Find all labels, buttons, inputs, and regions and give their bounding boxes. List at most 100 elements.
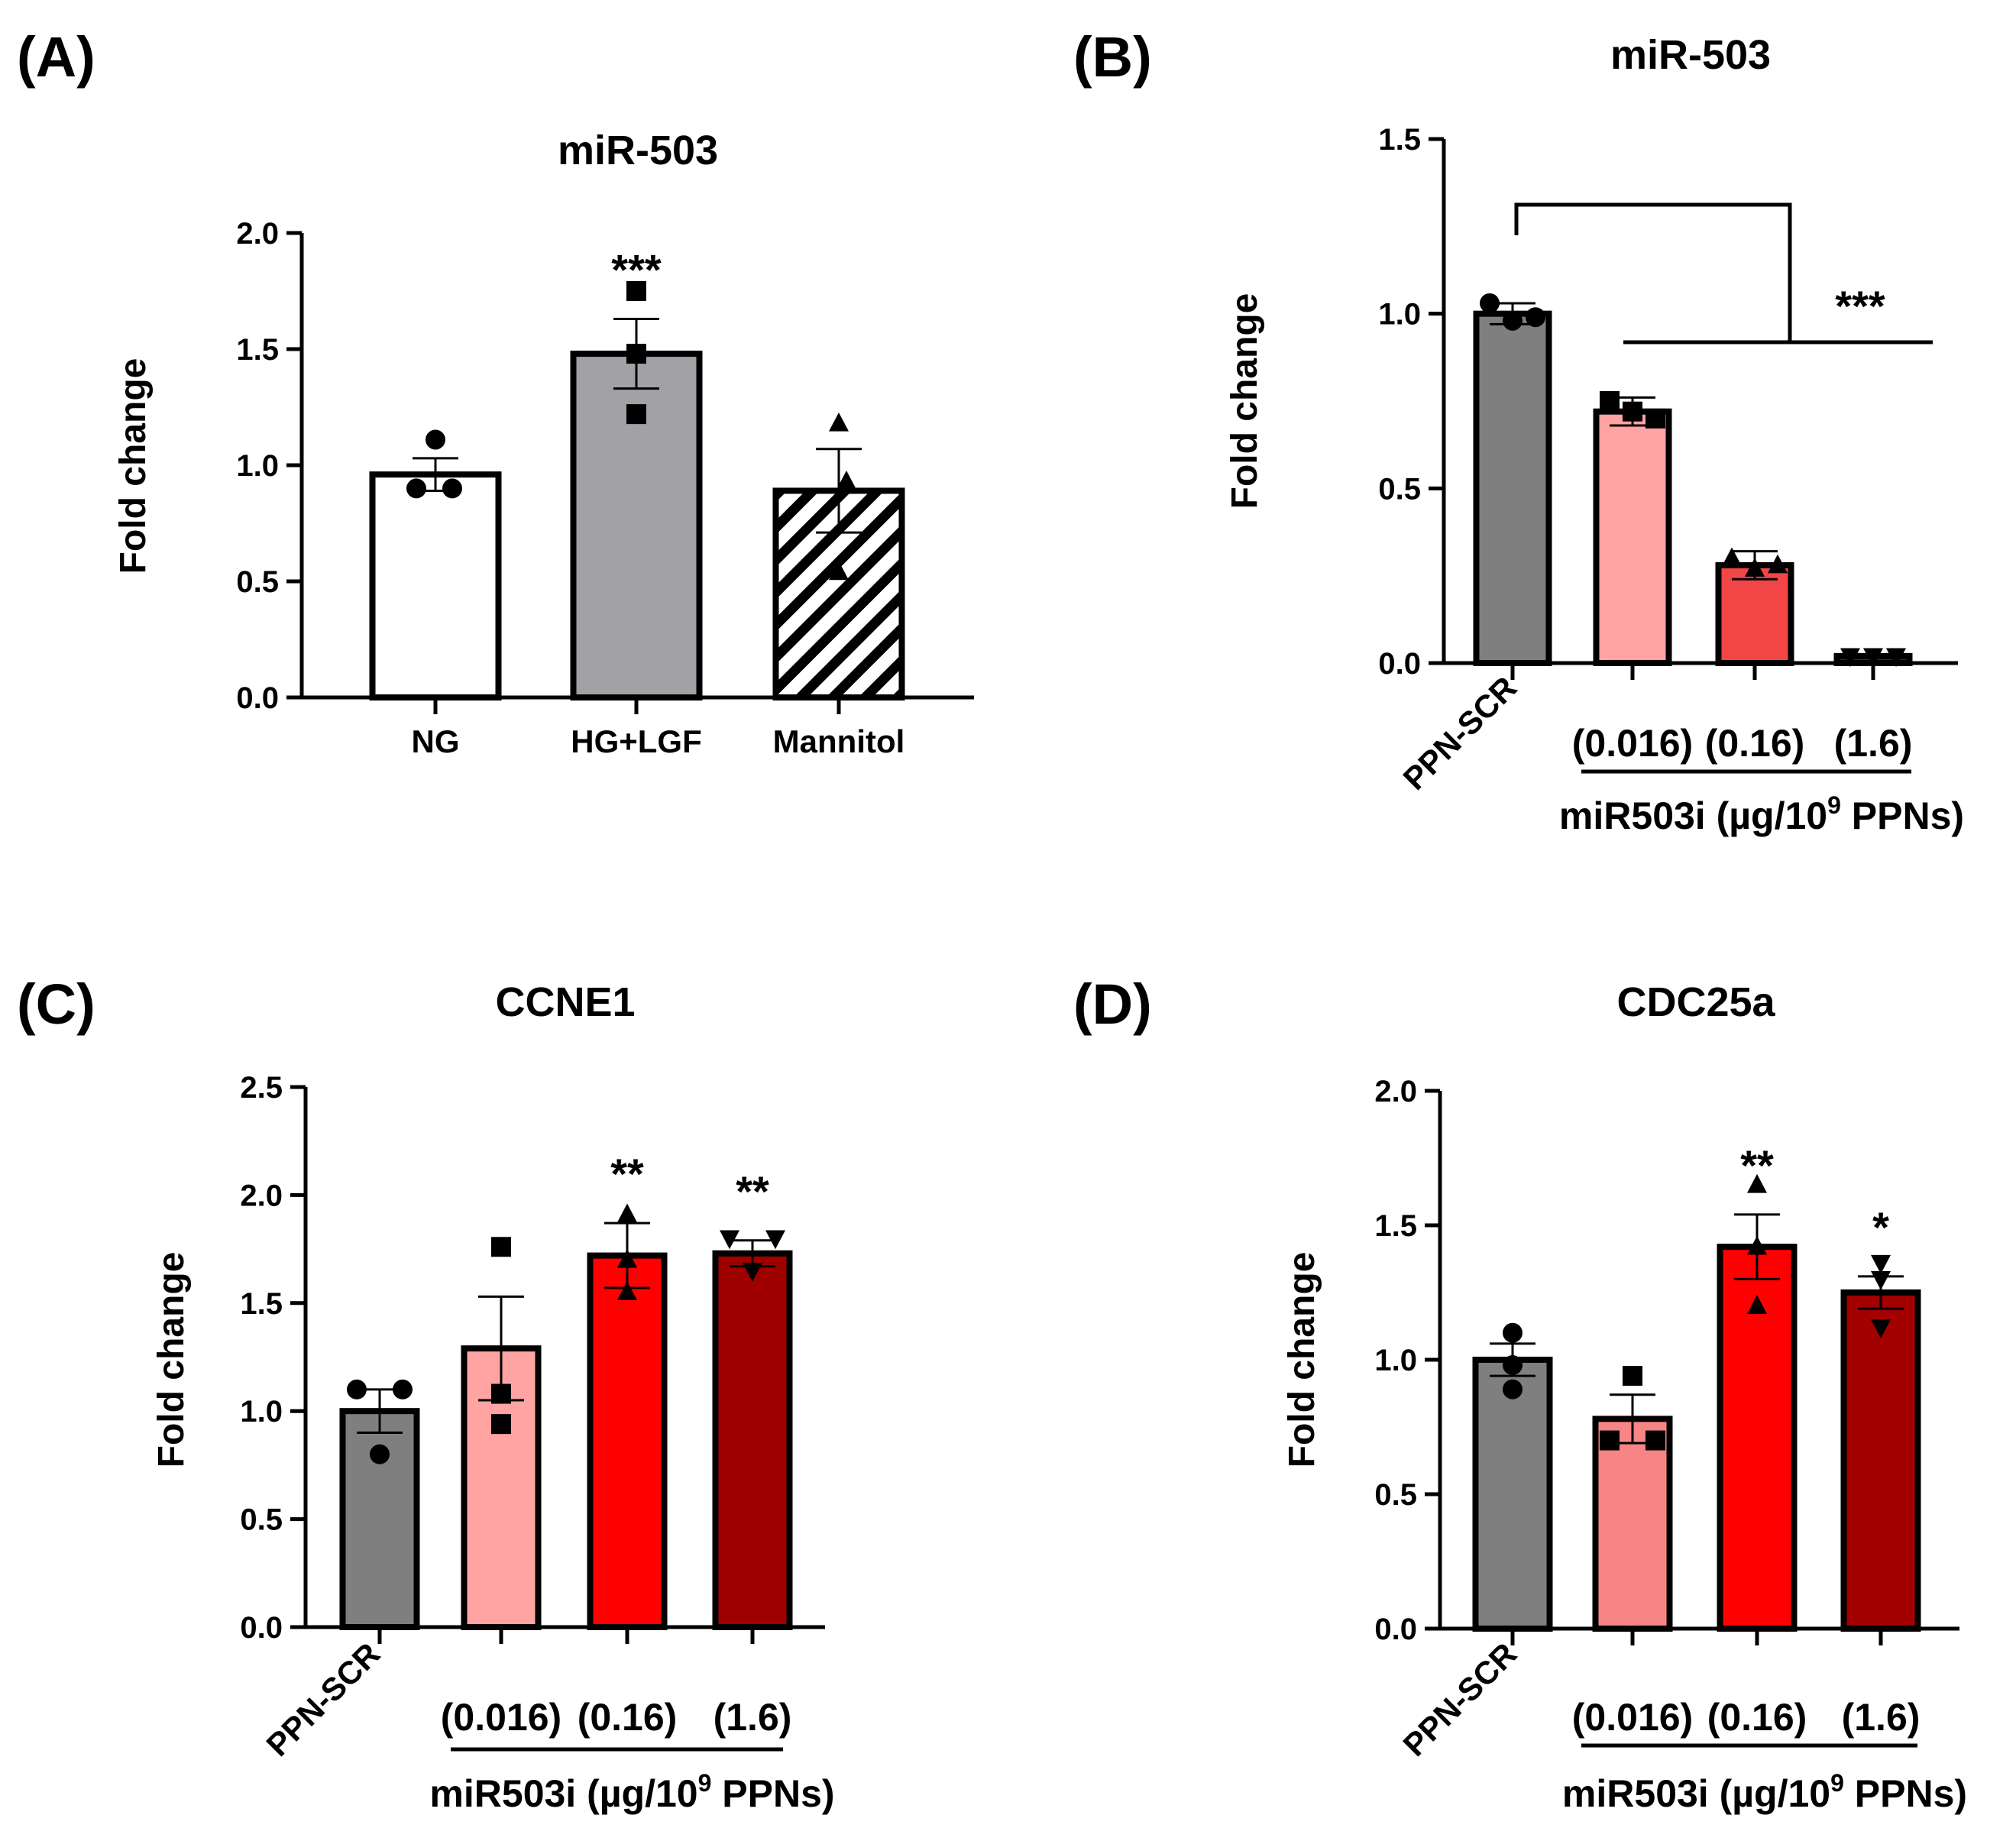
data-point <box>617 1281 637 1301</box>
dose-label: (1.6) <box>714 1696 792 1739</box>
data-point <box>765 1230 785 1250</box>
data-point <box>626 344 646 364</box>
data-point <box>370 1444 390 1464</box>
chart-title: miR-503 <box>1610 32 1771 78</box>
data-point <box>626 281 646 301</box>
data-point <box>442 478 462 499</box>
data-point <box>626 404 646 425</box>
data-point <box>491 1383 511 1404</box>
group-label: miR503i (µg/109 PPNs) <box>1562 1769 1967 1815</box>
data-point <box>1871 1254 1891 1274</box>
x-category-label: PPN-SCR <box>259 1636 387 1763</box>
dose-label: (1.6) <box>1842 1696 1921 1739</box>
y-tick-label: 1.5 <box>1378 123 1421 157</box>
dose-label: (0.016) <box>441 1696 561 1739</box>
data-point <box>1526 307 1545 328</box>
data-point <box>406 478 426 499</box>
data-point <box>1623 401 1642 422</box>
x-category-label: HG+LGF <box>571 723 702 759</box>
data-point <box>1840 648 1860 668</box>
y-axis-label: Fold change <box>113 358 154 574</box>
data-point <box>1645 1430 1665 1451</box>
x-category-label: NG <box>412 723 460 759</box>
dose-label: (1.6) <box>1834 722 1913 765</box>
bar <box>339 1408 420 1630</box>
y-tick-label: 0.5 <box>1378 472 1421 506</box>
data-point <box>1871 1319 1891 1339</box>
dose-label: (0.16) <box>578 1696 678 1739</box>
data-point <box>426 429 445 450</box>
bar <box>1473 310 1552 666</box>
bar <box>1592 1416 1673 1632</box>
x-category-label: Mannitol <box>773 723 905 759</box>
y-tick-label: 2.0 <box>240 1179 283 1212</box>
bar <box>369 471 502 700</box>
data-point <box>1747 1173 1767 1193</box>
y-tick-label: 0.5 <box>236 565 279 599</box>
y-tick-label: 1.0 <box>240 1395 283 1428</box>
data-point <box>1480 293 1500 313</box>
chart-panel-1: (B) miR-503 Fold change 0.0 0.5 1.0 1.5 PPN-SCR… <box>1073 25 1964 837</box>
chart-title: CDC25a <box>1616 979 1775 1025</box>
data-point <box>743 1262 762 1282</box>
data-point <box>1863 648 1883 668</box>
group-label: miR503i (µg/109 PPNs) <box>1559 791 1964 837</box>
bar <box>1840 1289 1921 1632</box>
data-point <box>393 1379 413 1399</box>
data-point <box>1768 554 1788 574</box>
chart-panel-0: (A) miR-503 Fold change 0.0 0.5 1.0 1.5 2.0 *** N… <box>17 25 974 759</box>
dose-label: (0.016) <box>1572 1696 1693 1739</box>
significance-label: ** <box>736 1167 769 1215</box>
dose-label: (0.16) <box>1705 722 1805 765</box>
x-category-label: PPN-SCR <box>1396 1636 1523 1763</box>
panel-label: (A) <box>17 25 95 89</box>
significance-label: * <box>1872 1203 1889 1251</box>
data-point <box>1600 1430 1620 1451</box>
significance-label: *** <box>1835 282 1885 330</box>
data-point <box>1503 1355 1523 1376</box>
y-tick-label: 0.0 <box>1378 647 1421 681</box>
data-point <box>491 1237 511 1257</box>
chart-title: CCNE1 <box>495 979 635 1025</box>
data-point <box>836 470 856 490</box>
y-tick-label: 0.0 <box>240 1611 283 1645</box>
y-tick-label: 2.0 <box>1374 1075 1417 1108</box>
y-axis-label: Fold change <box>151 1252 192 1468</box>
data-point <box>347 1379 367 1399</box>
data-point <box>1871 1271 1891 1290</box>
data-point <box>1623 1366 1642 1386</box>
group-label: miR503i (µg/109 PPNs) <box>429 1769 834 1815</box>
panel-label: (C) <box>17 972 95 1036</box>
data-point <box>1747 1295 1767 1314</box>
significance-bracket <box>1514 202 1792 342</box>
significance-label: ** <box>1740 1141 1774 1189</box>
y-tick-label: 0.5 <box>1374 1478 1417 1512</box>
y-tick-label: 1.0 <box>1378 298 1421 332</box>
data-point <box>491 1414 511 1435</box>
chart-panel-2: (C) CCNE1 Fold change 0.0 0.5 1.0 1.5 2.0 2.5 ** *… <box>17 972 835 1815</box>
panel-label: (D) <box>1073 972 1152 1036</box>
y-tick-label: 1.5 <box>236 333 279 367</box>
y-tick-label: 0.0 <box>236 681 279 715</box>
y-axis-label: Fold change <box>1225 293 1265 510</box>
data-point <box>617 1203 637 1223</box>
data-point <box>1503 1322 1523 1343</box>
y-tick-label: 1.5 <box>240 1287 283 1321</box>
y-axis-label: Fold change <box>1282 1252 1322 1468</box>
bar <box>587 1252 668 1630</box>
y-tick-label: 0.5 <box>240 1503 283 1537</box>
data-point <box>829 412 849 432</box>
panel-label: (B) <box>1073 25 1152 89</box>
data-point <box>1722 547 1742 567</box>
bar <box>1593 408 1672 666</box>
y-tick-label: 2.5 <box>240 1071 283 1105</box>
y-tick-label: 1.0 <box>1374 1344 1417 1377</box>
chart-title: miR-503 <box>558 128 718 173</box>
dose-label: (0.016) <box>1572 722 1693 765</box>
x-category-label: PPN-SCR <box>1396 669 1523 797</box>
bar <box>1472 1357 1553 1632</box>
bar <box>712 1250 793 1630</box>
data-point <box>1886 648 1906 668</box>
